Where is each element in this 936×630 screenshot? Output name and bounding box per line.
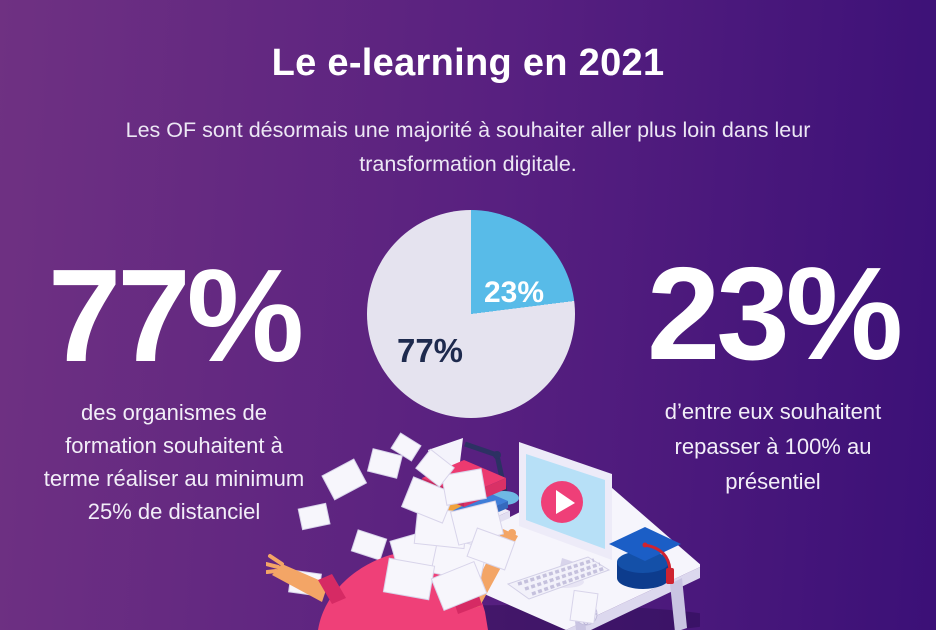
graduation-cap-icon bbox=[609, 527, 681, 589]
person-left-cuff bbox=[318, 574, 346, 604]
pie-slice-label-77: 77% bbox=[396, 332, 464, 369]
stat-left: 77% des organismes de formation souhaite… bbox=[18, 250, 330, 528]
elearning-illustration bbox=[266, 432, 700, 630]
monitor-icon bbox=[519, 442, 612, 588]
person-finger bbox=[508, 529, 516, 537]
stat-left-description: des organismes de formation souhaitent à… bbox=[18, 396, 330, 528]
paper-pile-icon bbox=[382, 448, 516, 612]
person-left-hand bbox=[266, 554, 284, 574]
stat-right-line-1: d’entre eux souhaitent bbox=[664, 399, 882, 424]
stat-right-line-2: repasser à 100% au bbox=[674, 434, 872, 459]
subtitle: Les OF sont désormais une majorité à sou… bbox=[0, 113, 936, 181]
pie-slice-label-23: 23% bbox=[483, 276, 545, 309]
subtitle-line-2: transformation digitale. bbox=[359, 152, 577, 176]
stat-right-value: 23% bbox=[646, 240, 903, 387]
falling-paper-icon bbox=[569, 589, 599, 625]
subtitle-line-1: Les OF sont désormais une majorité à sou… bbox=[125, 118, 811, 142]
stat-left-value: 77% bbox=[47, 242, 304, 389]
stat-left-line-3: terme réaliser au minimum bbox=[43, 466, 305, 491]
pie-chart bbox=[367, 210, 575, 418]
stat-left-line-4: 25% de distanciel bbox=[87, 499, 261, 524]
play-button-icon bbox=[541, 481, 583, 523]
stat-right: 23% d’entre eux souhaitent repasser à 10… bbox=[618, 248, 928, 499]
stat-left-line-2: formation souhaitent à bbox=[65, 433, 283, 458]
keyboard-icon bbox=[506, 556, 611, 600]
stat-right-line-3: présentiel bbox=[725, 469, 821, 494]
person-left-arm bbox=[272, 564, 328, 602]
page-title: Le e-learning en 2021 bbox=[271, 42, 665, 84]
stat-left-line-1: des organismes de bbox=[81, 400, 267, 425]
stat-right-description: d’entre eux souhaitent repasser à 100% a… bbox=[618, 394, 928, 499]
flying-papers-icon bbox=[288, 432, 422, 597]
